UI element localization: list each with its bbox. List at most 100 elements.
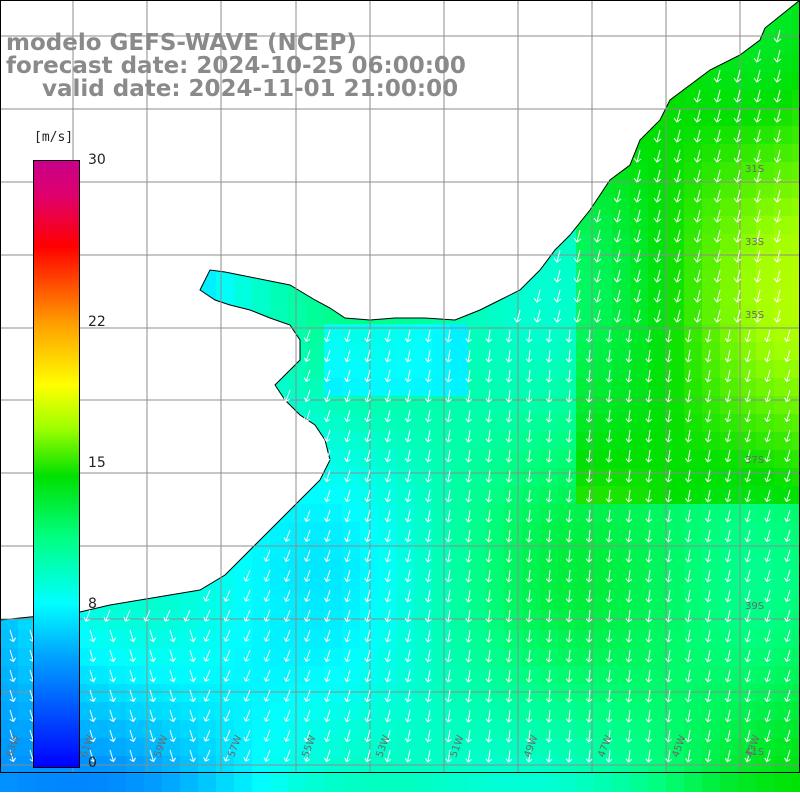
- wind-speed-cell: [432, 648, 450, 666]
- wind-arrow: [189, 729, 196, 743]
- wind-speed-cell: [342, 684, 360, 702]
- wind-speed-cell: [0, 630, 18, 648]
- wind-speed-cell: [486, 684, 504, 702]
- wind-speed-cell: [378, 414, 396, 432]
- wind-arrow: [724, 489, 732, 503]
- wind-arrow: [525, 649, 533, 663]
- wind-arrow: [625, 349, 633, 363]
- wind-arrow: [129, 709, 136, 723]
- wind-arrow: [505, 349, 513, 363]
- wind-speed-cell: [252, 540, 270, 558]
- wind-arrow: [585, 589, 593, 603]
- wind-speed-cell: [558, 468, 576, 486]
- wind-arrow: [364, 469, 371, 483]
- wind-speed-cell: [342, 540, 360, 558]
- wind-speed-cell: [738, 540, 756, 558]
- wind-speed-cell: [504, 486, 522, 504]
- wind-arrow: [344, 529, 351, 543]
- wind-arrow: [625, 429, 633, 443]
- wind-arrow: [585, 569, 593, 583]
- wind-speed-cell: [738, 504, 756, 522]
- wind-speed-cell: [792, 54, 800, 72]
- wind-arrow: [303, 369, 311, 383]
- wind-arrow: [323, 469, 331, 483]
- wind-speed-cell: [504, 558, 522, 576]
- wind-arrow: [733, 229, 742, 243]
- wind-speed-cell: [396, 450, 414, 468]
- wind-arrow: [713, 169, 722, 183]
- wind-speed-cell: [684, 738, 702, 756]
- wind-speed-cell: [684, 270, 702, 288]
- wind-speed-cell: [702, 234, 720, 252]
- wind-speed-cell: [342, 648, 360, 666]
- wind-speed-cell: [234, 558, 252, 576]
- wind-speed-cell: [576, 648, 594, 666]
- wind-speed-cell: [702, 738, 720, 756]
- wind-speed-cell: [486, 450, 504, 468]
- wind-arrow: [665, 349, 672, 363]
- wind-speed-cell: [306, 540, 324, 558]
- wind-speed-cell: [522, 324, 540, 342]
- wind-arrow: [685, 409, 692, 423]
- wind-arrow: [344, 329, 351, 343]
- wind-speed-cell: [738, 594, 756, 612]
- wind-arrow: [9, 649, 16, 663]
- latitude-label: 39S: [745, 601, 764, 612]
- wind-arrow: [344, 749, 351, 763]
- wind-arrow: [384, 549, 392, 563]
- wind-speed-cell: [792, 144, 800, 162]
- wind-arrow: [203, 669, 211, 682]
- wind-speed-cell: [486, 558, 504, 576]
- wind-speed-cell: [756, 108, 774, 126]
- wind-speed-cell: [270, 720, 288, 738]
- wind-speed-cell: [540, 738, 558, 756]
- wind-arrow: [784, 609, 791, 623]
- wind-speed-cell: [756, 504, 774, 522]
- wind-speed-cell: [684, 612, 702, 630]
- wind-speed-cell: [378, 666, 396, 684]
- wind-speed-cell: [522, 720, 540, 738]
- wind-speed-cell: [468, 738, 486, 756]
- wind-speed-cell: [738, 360, 756, 378]
- wind-speed-cell: [756, 54, 774, 72]
- wind-speed-cell: [756, 684, 774, 702]
- wind-arrow: [445, 329, 452, 343]
- wind-speed-cell: [324, 774, 342, 792]
- wind-speed-cell: [648, 594, 666, 612]
- wind-speed-cell: [702, 522, 720, 540]
- wind-arrow: [573, 289, 582, 303]
- wind-arrow: [303, 609, 311, 623]
- wind-speed-cell: [774, 558, 792, 576]
- wind-speed-cell: [468, 774, 486, 792]
- wind-speed-cell: [342, 612, 360, 630]
- wind-arrow: [9, 669, 16, 683]
- wind-speed-cell: [486, 738, 504, 756]
- wind-arrow: [223, 629, 231, 642]
- wind-arrow: [445, 649, 452, 663]
- wind-arrow: [784, 589, 791, 603]
- wind-speed-cell: [360, 720, 378, 738]
- wind-speed-cell: [720, 522, 738, 540]
- wind-speed-cell: [756, 378, 774, 396]
- wind-arrow: [505, 469, 513, 483]
- wind-speed-cell: [432, 612, 450, 630]
- wind-speed-cell: [144, 738, 162, 756]
- wind-arrow: [283, 669, 291, 682]
- wind-arrow: [283, 689, 291, 702]
- wind-speed-cell: [684, 486, 702, 504]
- wind-speed-cell: [450, 774, 468, 792]
- wind-speed-cell: [738, 414, 756, 432]
- wind-arrow: [485, 369, 493, 383]
- wind-arrow: [505, 369, 513, 383]
- wind-arrow: [283, 749, 291, 762]
- wind-arrow: [445, 529, 452, 543]
- wind-speed-cell: [756, 144, 774, 162]
- wind-arrow: [384, 669, 392, 683]
- wind-speed-cell: [792, 234, 800, 252]
- wind-speed-cell: [630, 702, 648, 720]
- wind-speed-cell: [180, 594, 198, 612]
- wind-arrow: [605, 749, 613, 763]
- wind-arrow: [545, 489, 553, 503]
- wind-arrow: [283, 629, 291, 642]
- wind-speed-cell: [252, 666, 270, 684]
